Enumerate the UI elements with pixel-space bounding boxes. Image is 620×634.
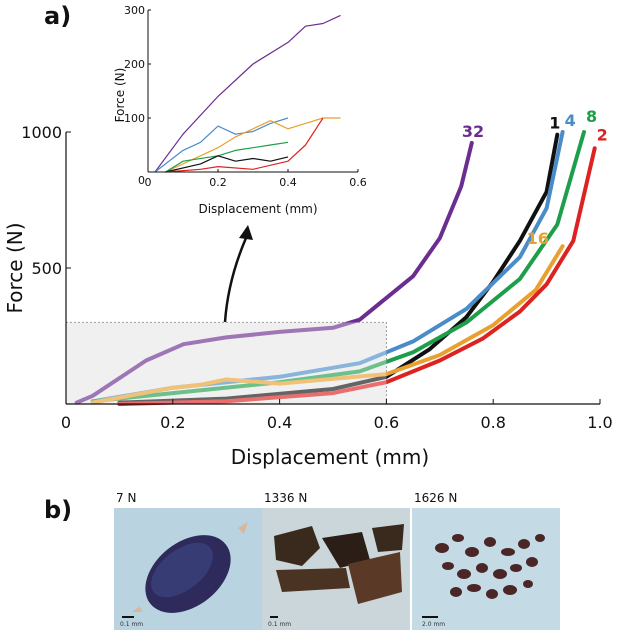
main-series-line-16: [90, 244, 565, 405]
main-series-label-16: 16: [527, 229, 549, 248]
main-series-line-2: [117, 146, 597, 406]
inset-x-tick-label: 0.2: [209, 176, 227, 189]
photo-scale-3: 2.0 mm: [422, 621, 446, 628]
inset-y-axis-label: Force (N): [113, 68, 127, 123]
main-x-tick-label: 0.6: [374, 413, 399, 432]
zoom-arrowhead: [239, 225, 253, 240]
inset-axes: [147, 10, 358, 173]
inset-background: [115, 2, 370, 220]
photo-scale-1: 0.1 mm: [120, 621, 144, 628]
panel-label-b: b): [44, 496, 73, 524]
zoom-region-fade: [66, 322, 387, 404]
inset-series-line-2: [165, 117, 324, 173]
inset-series-group: [154, 14, 341, 173]
inset-y-tick-label: 0: [138, 174, 145, 187]
inset-x-tick-label: 0: [145, 176, 152, 189]
inset-y-tick-label: 300: [124, 4, 145, 17]
main-y-tick-label: 500: [31, 259, 62, 278]
inset-x-tick-label: 0.6: [349, 176, 367, 189]
main-series-label-32: 32: [462, 122, 484, 141]
main-series-label-1: 1: [549, 114, 560, 133]
inset-x-tick-label: 0.4: [279, 176, 297, 189]
panel-label-a: a): [44, 2, 72, 30]
photo-title-1: 7 N: [116, 491, 137, 505]
main-x-tick-label: 0.4: [267, 413, 292, 432]
inset-series-line-8: [165, 141, 289, 173]
main-series-label-2: 2: [597, 125, 608, 144]
main-x-tick-label: 1.0: [587, 413, 612, 432]
inset-series-line-16: [165, 117, 341, 173]
photo-title-3: 1626 N: [414, 491, 458, 505]
main-series-labels: 32 1 4 8 16 2: [462, 107, 608, 248]
main-ticks: 0 0.2 0.4 0.6 0.8 1.0 500 1000: [21, 123, 612, 432]
main-y-tick-label: 1000: [21, 123, 62, 142]
inset-series-line-1: [165, 155, 289, 173]
photo-scale-2: 0.1 mm: [268, 621, 292, 628]
main-series-group: [66, 130, 597, 406]
photo-title-2: 1336 N: [264, 491, 308, 505]
inset-series-line-32: [154, 14, 341, 173]
inset-ticks: 0 0.2 0.4 0.6 0 100 200 300: [124, 4, 367, 189]
inset-y-tick-label: 100: [124, 112, 145, 125]
inset-series-line-4: [154, 117, 289, 173]
main-x-tick-label: 0: [61, 413, 71, 432]
main-x-axis-label: Displacement (mm): [231, 445, 429, 469]
main-series-line-32: [74, 140, 474, 405]
main-series-label-8: 8: [586, 107, 597, 126]
main-x-tick-label: 0.8: [480, 413, 505, 432]
inset-x-axis-label: Displacement (mm): [198, 202, 317, 216]
photo-seed-crushed: 0.1 mm: [262, 508, 410, 630]
photo-seed-fragments: 2.0 mm: [412, 508, 560, 630]
zoom-arrow: [223, 237, 248, 323]
photo-seed-intact: 0.1 mm: [114, 508, 262, 630]
inset-y-tick-label: 200: [124, 58, 145, 71]
main-x-tick-label: 0.2: [160, 413, 185, 432]
main-series-line-8: [90, 130, 586, 404]
main-series-label-4: 4: [565, 111, 576, 130]
main-y-axis-label: Force (N): [3, 222, 27, 313]
